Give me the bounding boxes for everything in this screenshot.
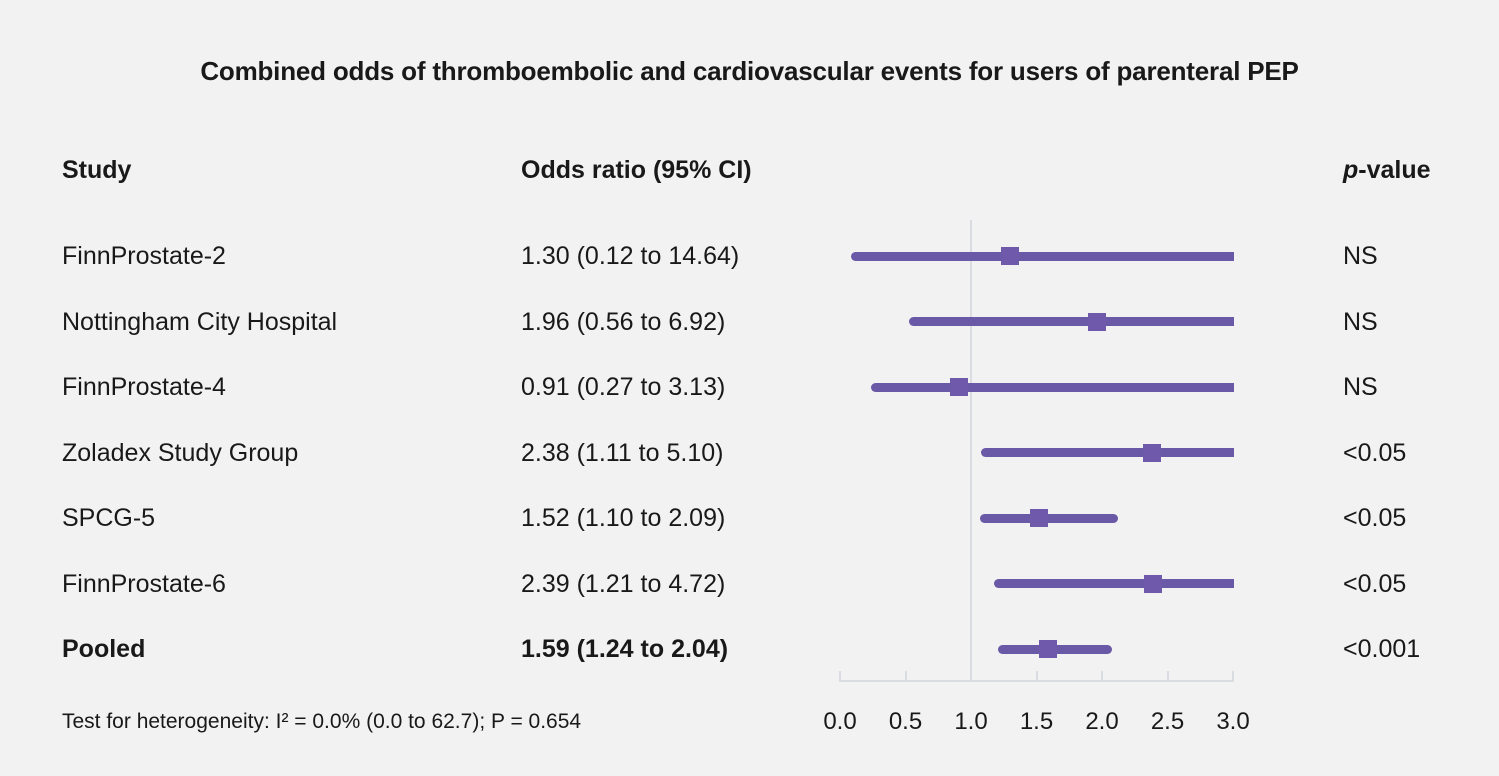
odds-ratio-value: 1.30 (0.12 to 14.64) <box>521 242 740 270</box>
odds-ratio-value: 1.52 (1.10 to 2.09) <box>521 504 726 532</box>
x-axis-tick-label: 1.5 <box>1019 708 1054 735</box>
x-axis-tick-label: 2.5 <box>1150 708 1185 735</box>
x-axis-tick <box>839 671 841 680</box>
confidence-interval-line <box>870 382 1234 392</box>
odds-ratio-marker <box>1030 509 1049 527</box>
odds-ratio-marker <box>1087 312 1106 331</box>
confidence-interval-line <box>980 448 1234 457</box>
study-label: Pooled <box>62 635 146 663</box>
odds-ratio-marker <box>1142 443 1161 462</box>
x-axis-tick-label: 1.0 <box>954 708 988 735</box>
column-header-study: Study <box>62 156 132 184</box>
study-label: Nottingham City Hospital <box>62 307 338 336</box>
confidence-interval-line <box>908 317 1234 326</box>
study-label: Zoladex Study Group <box>62 438 299 467</box>
study-label: FinnProstate-4 <box>62 373 226 401</box>
x-axis-tick <box>1166 671 1169 680</box>
odds-ratio-value: 1.59 (1.24 to 2.04) <box>521 635 729 663</box>
p-value: <0.05 <box>1343 569 1407 598</box>
column-header-odds-ratio: Odds ratio (95% CI) <box>521 156 752 184</box>
p-value: <0.001 <box>1343 635 1421 663</box>
x-axis-tick <box>1232 671 1234 680</box>
study-label: FinnProstate-2 <box>62 242 226 270</box>
confidence-interval-line <box>994 579 1234 588</box>
column-header-p-value: p-value <box>1343 155 1431 185</box>
odds-ratio-value: 2.38 (1.11 to 5.10) <box>521 438 724 467</box>
figure-title: Combined odds of thromboembolic and card… <box>200 56 1299 86</box>
odds-ratio-marker <box>950 378 969 396</box>
confidence-interval-line <box>979 513 1119 523</box>
x-axis-tick-label: 0.0 <box>823 708 857 735</box>
p-value: <0.05 <box>1343 504 1407 532</box>
x-axis-line <box>839 680 1234 682</box>
odds-ratio-value: 1.96 (0.56 to 6.92) <box>521 307 726 336</box>
x-axis-tick <box>1101 671 1103 680</box>
heterogeneity-note: Test for heterogeneity: I² = 0.0% (0.0 t… <box>62 710 582 733</box>
x-axis-tick-label: 3.0 <box>1216 708 1250 735</box>
p-value: <0.05 <box>1343 438 1407 467</box>
p-value: NS <box>1343 373 1378 401</box>
x-axis-tick-label: 2.0 <box>1085 708 1119 735</box>
odds-ratio-marker <box>1001 247 1020 265</box>
reference-line <box>970 220 972 680</box>
odds-ratio-marker <box>1144 574 1163 593</box>
x-axis-tick <box>904 671 907 680</box>
p-value: NS <box>1343 307 1378 336</box>
x-axis-tick-label: 0.5 <box>888 708 923 735</box>
x-axis-tick <box>970 671 972 680</box>
confidence-interval-line <box>851 251 1234 261</box>
study-label: SPCG-5 <box>62 504 156 532</box>
odds-ratio-value: 0.91 (0.27 to 3.13) <box>521 373 726 401</box>
p-value-header-italic-p: p <box>1343 156 1359 184</box>
odds-ratio-marker <box>1039 640 1058 658</box>
p-value: NS <box>1343 242 1378 270</box>
odds-ratio-value: 2.39 (1.21 to 4.72) <box>521 569 726 598</box>
x-axis-tick <box>1035 671 1038 680</box>
study-label: FinnProstate-6 <box>62 569 226 598</box>
p-value-header-rest: -value <box>1358 156 1431 184</box>
